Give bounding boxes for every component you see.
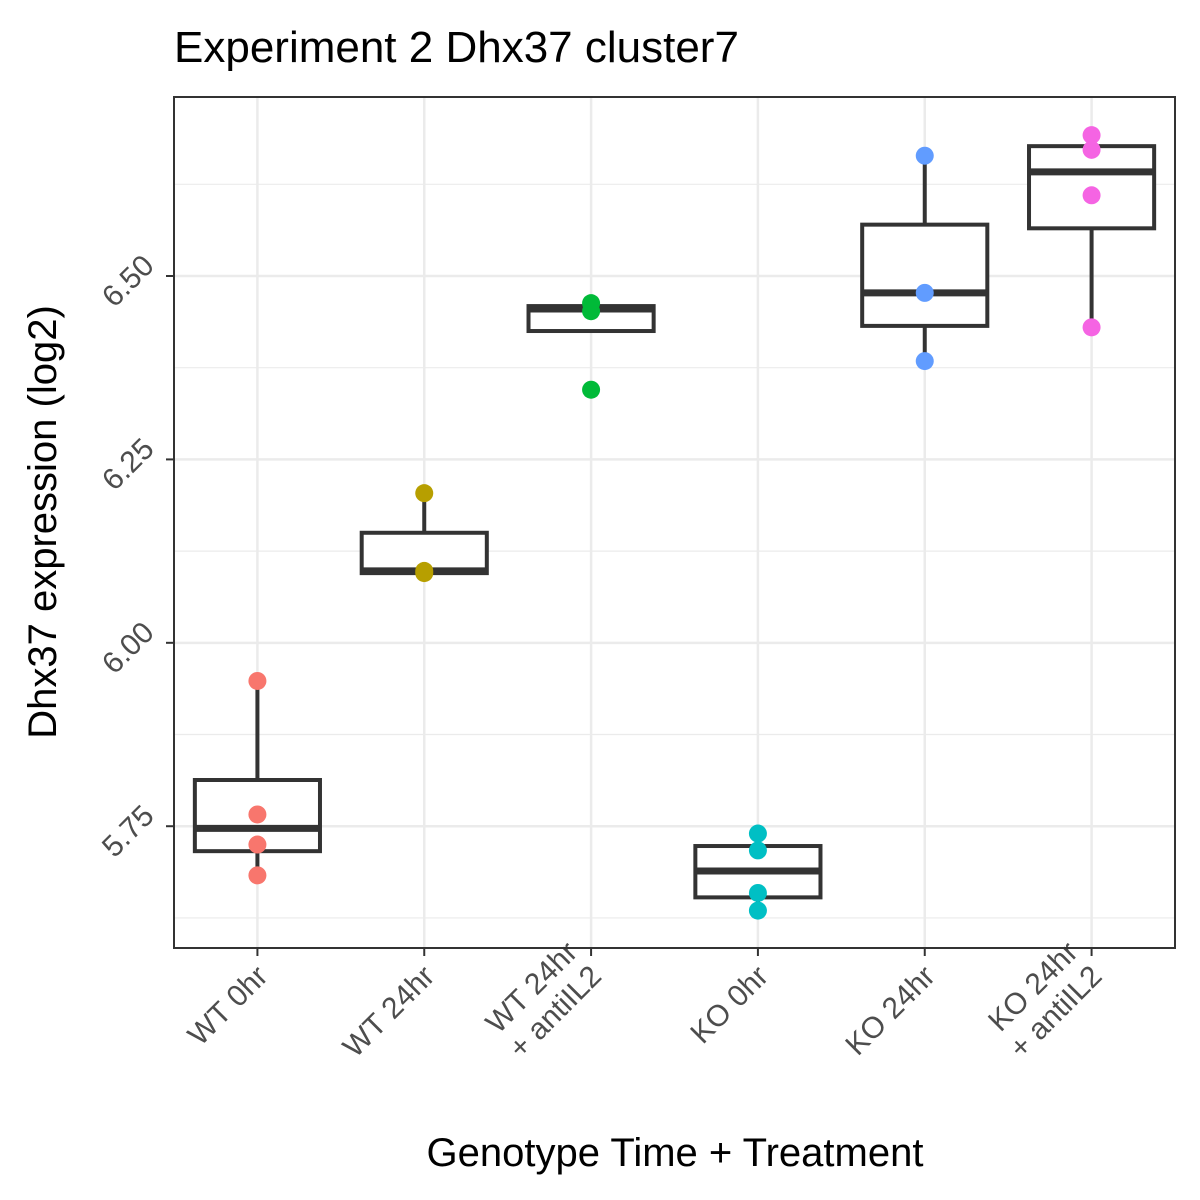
x-tick-label: KO 24hr — [839, 960, 941, 1062]
y-tick-label: 6.00 — [96, 616, 161, 681]
point — [415, 484, 434, 503]
point — [748, 883, 767, 902]
point — [248, 866, 267, 885]
point — [582, 380, 601, 399]
box — [860, 222, 990, 328]
point — [415, 564, 434, 583]
point — [1082, 318, 1101, 337]
chart-title: Experiment 2 Dhx37 cluster7 — [174, 23, 739, 72]
point — [248, 805, 267, 824]
point — [915, 283, 934, 302]
x-tick-label: KO 24hr+ antiIL2 — [979, 936, 1108, 1065]
x-tick-label: KO 0hr — [684, 960, 775, 1051]
y-tick-label: 6.25 — [96, 432, 161, 497]
point — [748, 901, 767, 920]
y-tick-label: 6.50 — [96, 249, 161, 314]
x-axis-title: Genotype Time + Treatment — [427, 1131, 924, 1175]
point — [748, 824, 767, 843]
point — [248, 835, 267, 854]
point — [1082, 140, 1101, 159]
point — [1082, 186, 1101, 205]
y-tick-label: 5.75 — [96, 799, 161, 864]
point — [915, 352, 934, 371]
x-tick-label: WT 24hr+ antiIL2 — [479, 936, 608, 1065]
point — [248, 671, 267, 690]
plot-border — [173, 96, 1176, 949]
point — [582, 302, 601, 321]
point — [915, 146, 934, 165]
point — [1082, 126, 1101, 145]
x-tick-label: WT 24hr — [337, 960, 441, 1064]
point — [748, 841, 767, 860]
y-axis-title: Dhx37 expression (log2) — [21, 305, 65, 739]
x-tick-label: WT 0hr — [182, 960, 274, 1052]
